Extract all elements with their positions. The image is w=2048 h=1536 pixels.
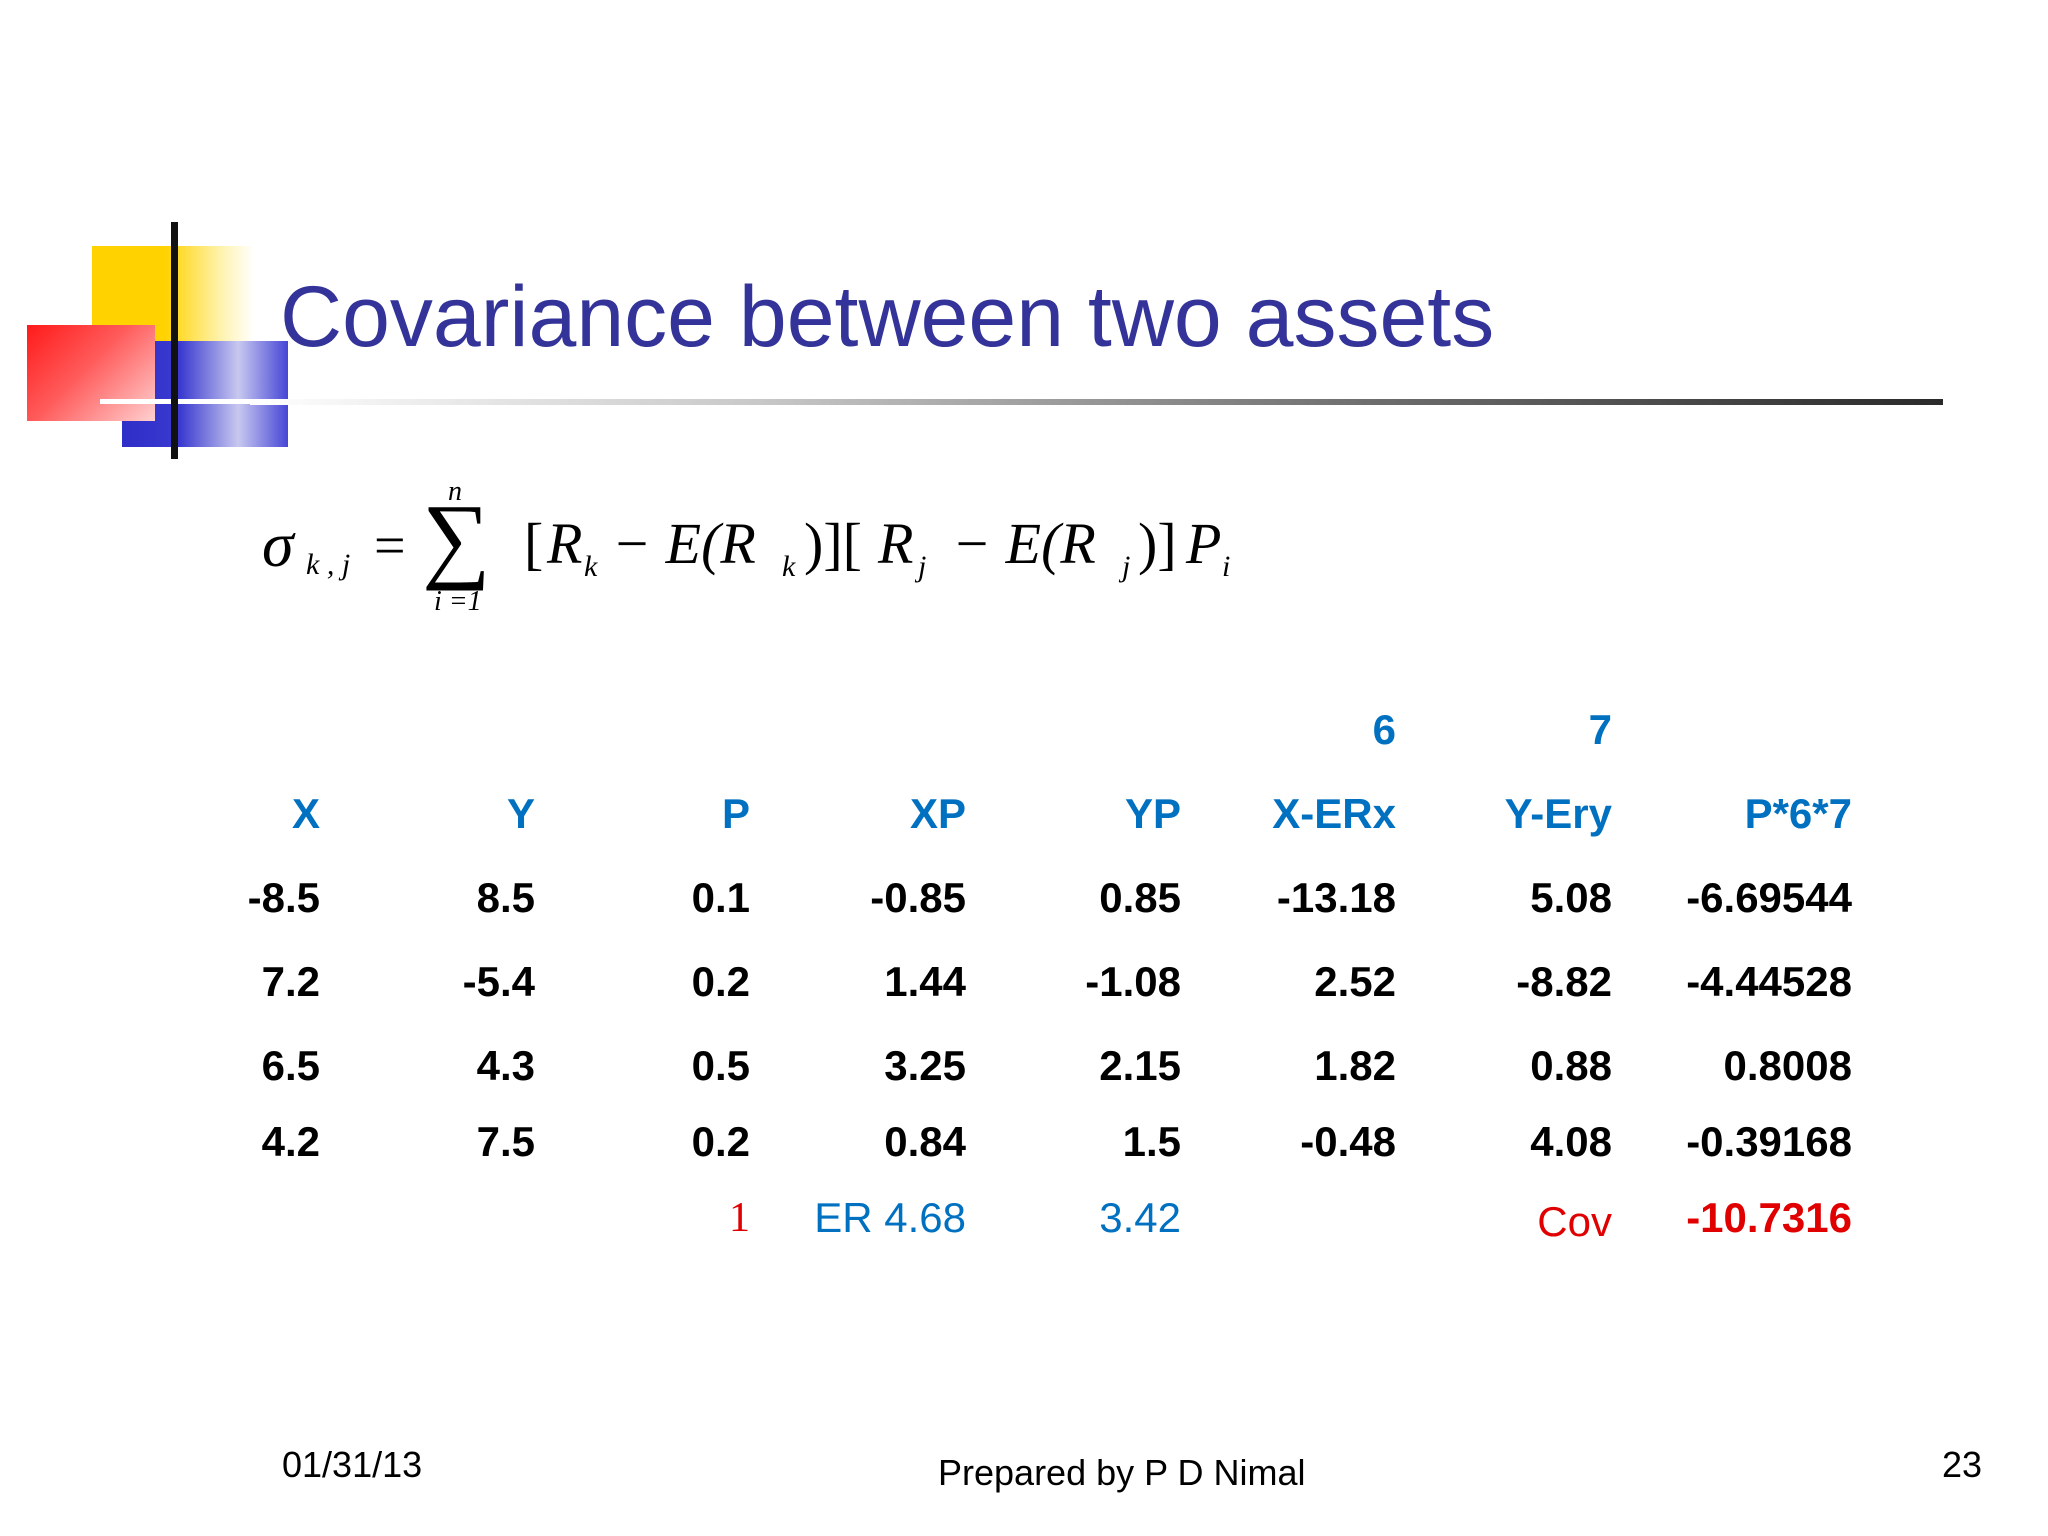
table-header: Y <box>506 790 535 837</box>
index-label-7: 7 <box>1588 706 1612 753</box>
table-cell: 0.2 <box>691 958 750 1005</box>
table-cell: 3.25 <box>884 1042 966 1089</box>
table-cell: 2.15 <box>1099 1042 1181 1089</box>
sigma-subscript: k , j <box>306 548 351 581</box>
logo-black-line <box>171 222 178 459</box>
table-cell: 8.5 <box>476 874 535 921</box>
table-header: P <box>721 790 750 837</box>
table-header: YP <box>1124 790 1181 837</box>
table-cell: 6.5 <box>261 1042 320 1089</box>
sigma-symbol: σ <box>262 509 294 580</box>
table-cell: 4.2 <box>261 1118 320 1165</box>
table-cell: -5.4 <box>462 958 535 1005</box>
title-underline-rule <box>250 399 1943 405</box>
table-cell: -1.08 <box>1085 958 1181 1005</box>
logo-red-block <box>27 325 155 421</box>
table-cell: 0.85 <box>1099 874 1181 921</box>
table-cell: 0.5 <box>691 1042 750 1089</box>
summation-symbol: ∑ <box>422 484 491 591</box>
table-cell: 0.84 <box>884 1118 966 1165</box>
index-label-6: 6 <box>1372 706 1396 753</box>
table-cell: 1.5 <box>1122 1118 1181 1165</box>
table-cell: -6.69544 <box>1686 874 1852 921</box>
bracket-open: [ <box>524 511 544 576</box>
table-cell: -13.18 <box>1276 874 1396 921</box>
subscript-k: k <box>584 550 598 583</box>
table-cell: 0.88 <box>1530 1042 1612 1089</box>
subscript-j-2: j <box>1122 550 1131 583</box>
table-cell: -4.44528 <box>1686 958 1852 1005</box>
table-header: X <box>291 790 320 837</box>
table-cell: 0.2 <box>691 1118 750 1165</box>
expected-return-x: ER 4.68 <box>814 1194 966 1241</box>
table-cell: -0.39168 <box>1686 1118 1852 1165</box>
table-cell: 4.08 <box>1530 1118 1612 1165</box>
sum-lower-limit: i =1 <box>434 586 482 617</box>
table-cell: -8.5 <box>247 874 320 921</box>
covariance-label: Cov <box>1537 1198 1612 1245</box>
table-cell: 7.5 <box>476 1118 535 1165</box>
slide-title: Covariance between two assets <box>280 269 1495 365</box>
table-cell: 2.52 <box>1314 958 1396 1005</box>
table-cell: -0.85 <box>870 874 966 921</box>
table-header: Y-Ery <box>1504 790 1612 837</box>
probability-p: P <box>1186 511 1222 576</box>
table-cell: 1.82 <box>1314 1042 1396 1089</box>
slide-number: 23 <box>1942 1444 1983 1485</box>
sum-upper-limit: n <box>448 476 462 507</box>
table-cell: 1.44 <box>884 958 966 1005</box>
covariance-value: -10.7316 <box>1686 1194 1852 1241</box>
table-header: P*6*7 <box>1744 790 1852 837</box>
bracket-close-open: )][ <box>804 511 862 576</box>
bracket-close: )] <box>1138 511 1177 576</box>
return-k: R <box>547 511 583 576</box>
minus-expected-j: − E(R <box>952 511 1096 576</box>
subscript-k-2: k <box>782 550 796 583</box>
table-cell: 4.3 <box>476 1042 535 1089</box>
table-cell: 0.8008 <box>1723 1042 1852 1089</box>
table-cell: 5.08 <box>1530 874 1612 921</box>
footer-author: Prepared by P D Nimal <box>938 1452 1306 1493</box>
table-header: X-ERx <box>1272 790 1396 837</box>
return-j: R <box>878 511 914 576</box>
table-header: XP <box>909 790 966 837</box>
minus-expected-k: − E(R <box>612 511 756 576</box>
table-cell: -0.48 <box>1300 1118 1396 1165</box>
table-cell: 0.1 <box>691 874 750 921</box>
footer-date: 01/31/13 <box>282 1444 423 1485</box>
table-cell: -8.82 <box>1516 958 1612 1005</box>
probability-total: 1 <box>729 1195 750 1241</box>
subscript-j: j <box>918 550 927 583</box>
expected-return-y: 3.42 <box>1099 1194 1181 1241</box>
covariance-formula: σ k , j = ∑ n i =1 [ R k − E(R k )][ R j… <box>262 468 1230 628</box>
subscript-i: i <box>1222 550 1231 583</box>
equals-sign: = <box>374 515 406 577</box>
table-cell: 7.2 <box>261 958 320 1005</box>
